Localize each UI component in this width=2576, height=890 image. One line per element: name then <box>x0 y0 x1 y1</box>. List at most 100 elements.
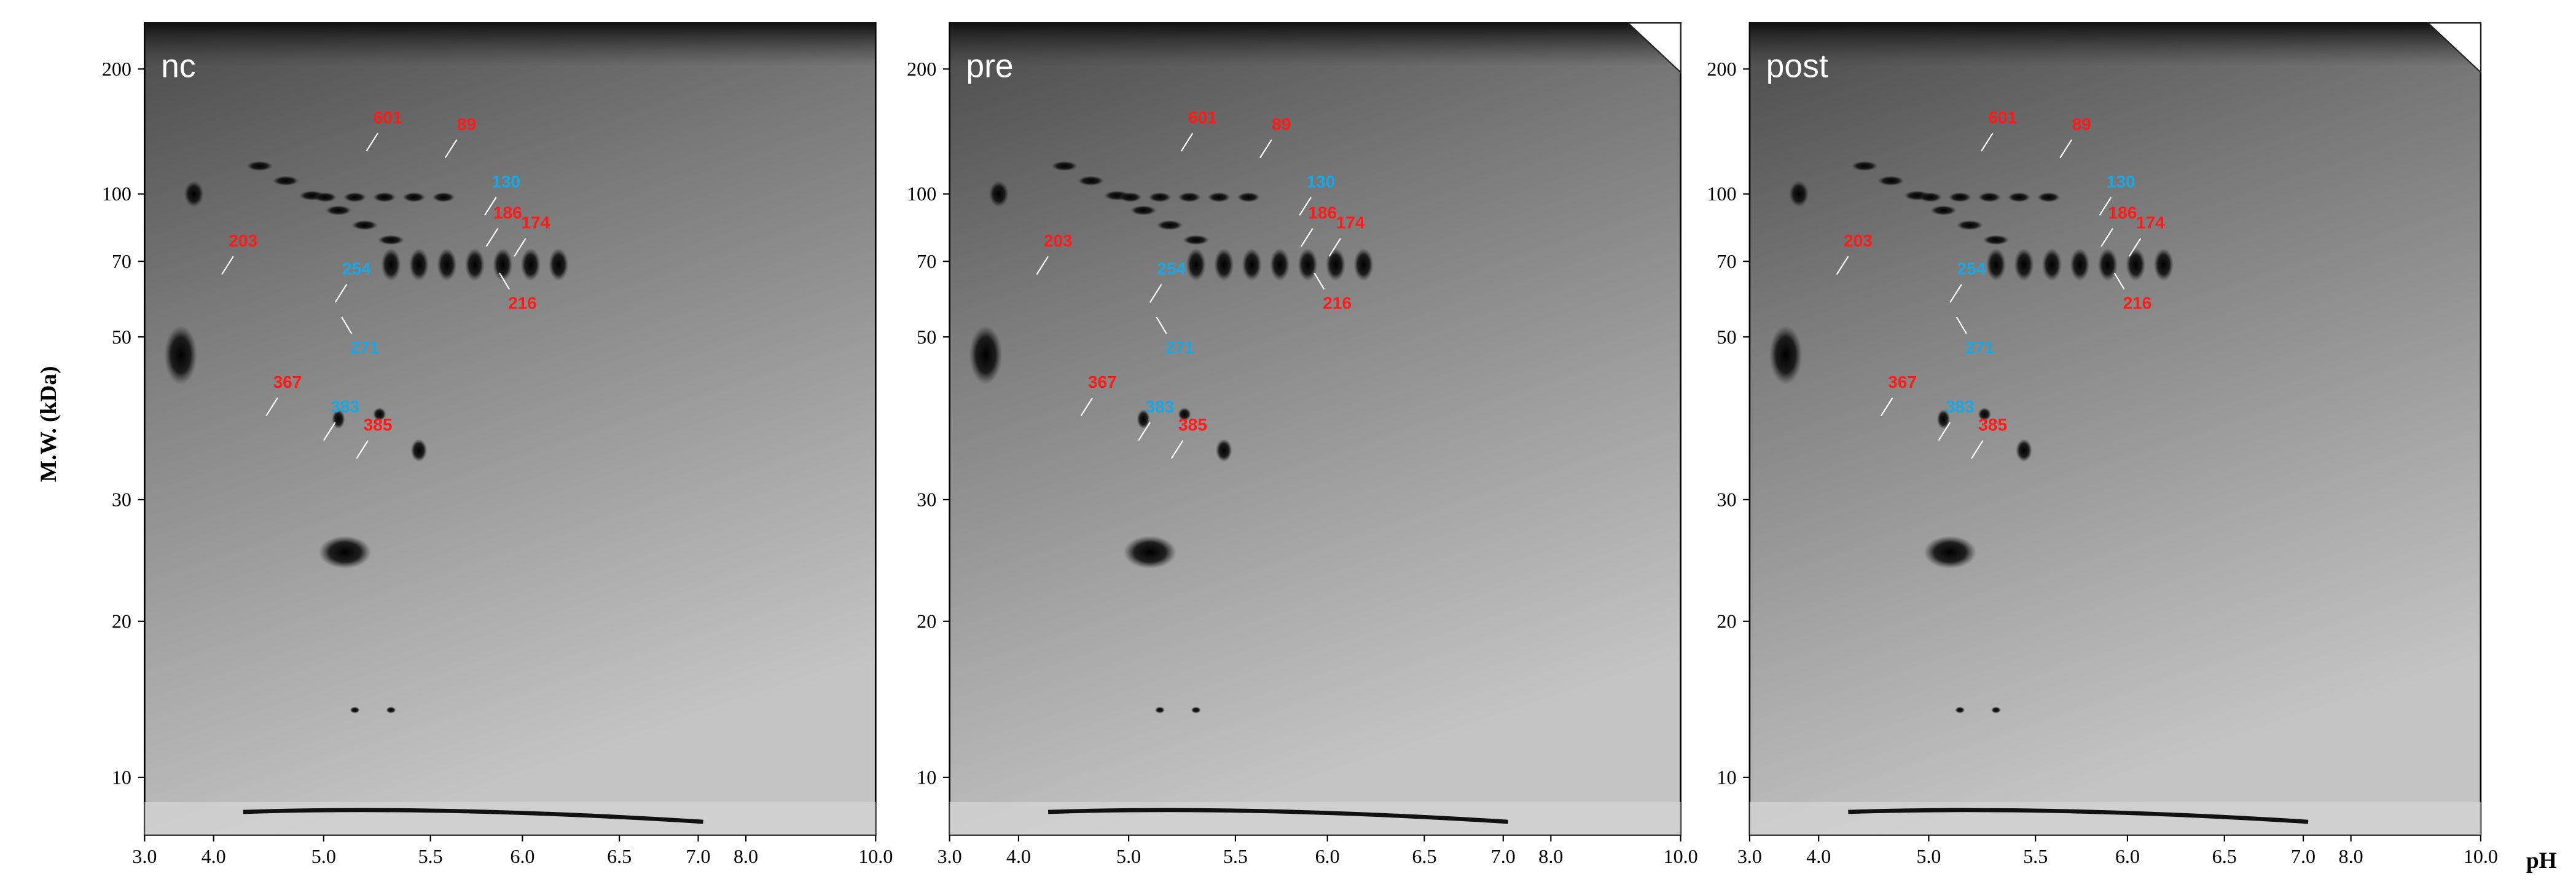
leader-line <box>444 139 458 159</box>
leader-line <box>1971 440 1984 459</box>
protein-spot <box>549 248 569 282</box>
spot-label: 254 <box>1957 259 1986 278</box>
protein-spot <box>272 176 299 186</box>
protein-spot <box>1978 408 1991 421</box>
protein-spot <box>2037 192 2061 202</box>
spot-label: 385 <box>364 415 393 435</box>
y-tick-label: 200 <box>907 58 936 80</box>
x-tick-label: 7.0 <box>2291 845 2316 867</box>
spot-label: 367 <box>1088 372 1117 392</box>
spot-label: 186 <box>2108 203 2137 222</box>
y-tick-label: 20 <box>917 610 936 632</box>
leader-line <box>323 422 336 441</box>
x-tick-label: 5.0 <box>311 845 336 867</box>
x-tick-label: 6.5 <box>607 845 632 867</box>
protein-spot <box>1991 706 2002 714</box>
leader-line <box>1170 440 1184 459</box>
y-tick-label: 20 <box>1717 610 1736 632</box>
x-tick-label: 3.0 <box>132 845 157 867</box>
x-tick-label: 8.0 <box>2339 845 2363 867</box>
spot-label: 216 <box>508 294 537 313</box>
spot-label: 130 <box>491 172 520 191</box>
protein-spot <box>2016 438 2032 462</box>
spot-label: 601 <box>374 108 402 127</box>
protein-spot <box>1215 438 1232 462</box>
protein-spot <box>432 192 455 202</box>
y-tick-label: 100 <box>102 183 131 205</box>
protein-spot <box>2007 192 2031 202</box>
corner-fold <box>1626 22 1681 74</box>
x-tick-label: 5.0 <box>1916 845 1941 867</box>
x-tick-label: 4.0 <box>1006 845 1031 867</box>
gel-top-band <box>1749 23 2481 66</box>
leader-line <box>2059 139 2072 159</box>
y-tick-label: 100 <box>907 183 936 205</box>
x-tick-label: 10.0 <box>2464 845 2498 867</box>
protein-spot <box>318 535 372 569</box>
protein-spot <box>2014 248 2034 282</box>
protein-spot <box>437 248 457 282</box>
gel-image <box>949 22 1681 836</box>
gel-top-band <box>144 23 876 66</box>
leader-line <box>2113 272 2125 290</box>
spot-label: 271 <box>1965 338 1994 357</box>
protein-spot <box>1936 409 1951 429</box>
y-tick-label: 10 <box>112 766 131 789</box>
protein-spot <box>373 192 396 202</box>
x-tick-label: 5.0 <box>1116 845 1141 867</box>
protein-spot <box>989 181 1009 207</box>
protein-spot <box>1978 192 2002 202</box>
protein-spot <box>2097 248 2118 282</box>
corner-fold <box>2426 22 2481 74</box>
gel-front-line <box>243 808 703 824</box>
y-tick-label: 70 <box>112 250 131 272</box>
protein-spot <box>2070 248 2090 282</box>
protein-spot <box>1148 192 1172 202</box>
leader-line <box>485 228 499 247</box>
x-tick-label: 7.0 <box>686 845 710 867</box>
protein-spot <box>351 220 378 230</box>
gel-bottom-band <box>144 801 876 835</box>
leader-line <box>499 272 510 290</box>
y-tick-label: 50 <box>917 326 936 348</box>
protein-spot <box>1186 248 1206 282</box>
y-tick-label: 70 <box>1717 250 1736 272</box>
protein-spot <box>378 235 404 245</box>
y-tick-label: 20 <box>112 610 131 632</box>
leader-line <box>1156 317 1167 334</box>
leader-line <box>1836 256 1849 275</box>
protein-spot <box>409 248 429 282</box>
y-tick-label: 70 <box>917 250 936 272</box>
leader-line <box>341 317 353 334</box>
leader-line <box>221 256 234 275</box>
protein-spot <box>1986 248 2006 282</box>
y-tick-label: 100 <box>1707 183 1736 205</box>
leader-line <box>1880 397 1893 417</box>
y-tick-label: 10 <box>917 766 936 789</box>
x-tick-label: 10.0 <box>858 845 893 867</box>
x-tick-label: 3.0 <box>1737 845 1762 867</box>
protein-spot <box>350 706 360 714</box>
spot-label: 186 <box>1308 203 1337 222</box>
spot-label: 174 <box>1336 213 1365 232</box>
protein-spot <box>1298 248 1318 282</box>
y-axis-title: M.W. (kDa) <box>36 366 61 482</box>
spot-label: 254 <box>1157 259 1186 278</box>
protein-spot <box>381 248 401 282</box>
spot-label: 174 <box>2136 213 2165 232</box>
leader-line <box>483 197 497 216</box>
protein-spot <box>1924 535 1976 569</box>
protein-spot <box>1851 161 1878 171</box>
protein-spot <box>1207 192 1231 202</box>
x-tick-label: 5.5 <box>1223 845 1248 867</box>
spot-label: 383 <box>331 397 359 416</box>
leader-line <box>1080 397 1094 417</box>
leader-line <box>1299 197 1312 216</box>
leader-line <box>1149 284 1162 303</box>
protein-spot <box>1178 192 1201 202</box>
gel-bottom-band <box>949 801 1681 835</box>
y-tick-label: 50 <box>112 326 131 348</box>
protein-spot <box>1124 535 1176 569</box>
protein-spot <box>2153 248 2174 282</box>
